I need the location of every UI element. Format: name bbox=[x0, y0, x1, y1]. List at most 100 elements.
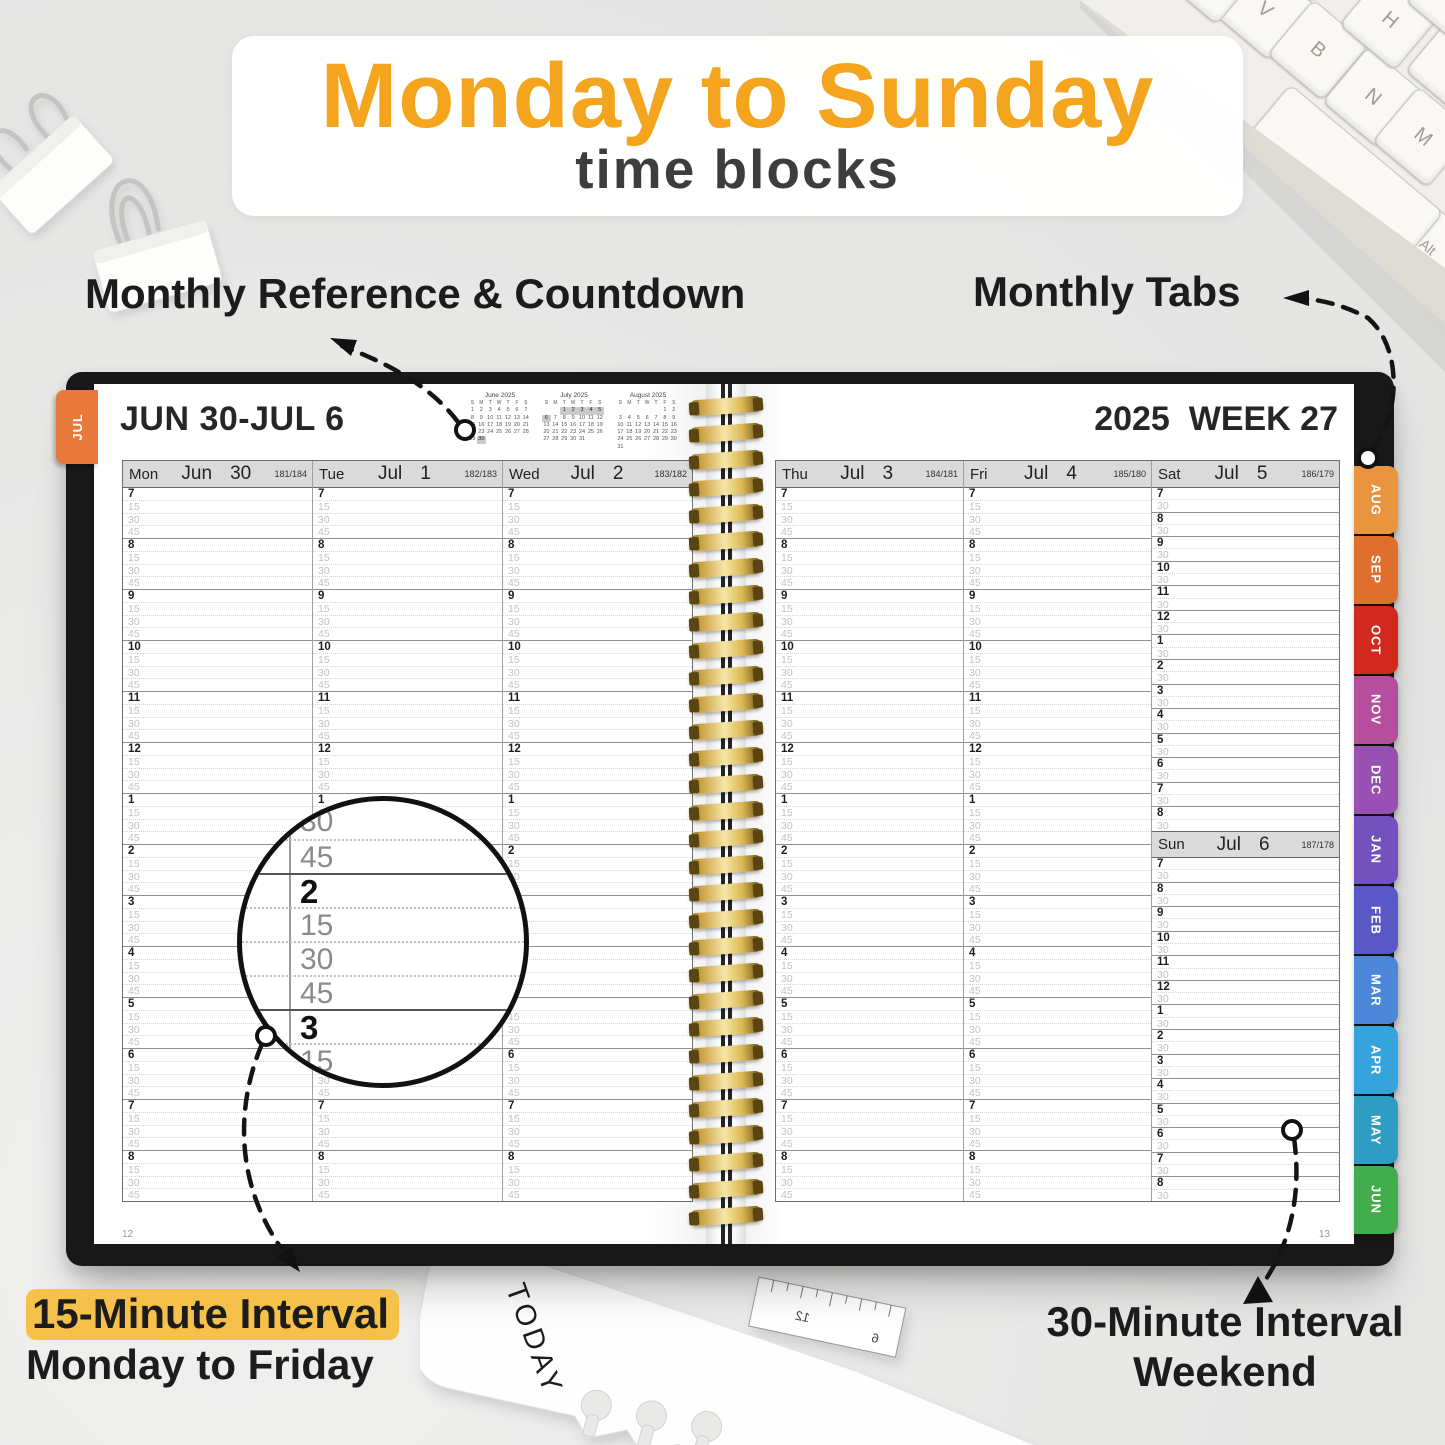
tab-feb[interactable]: FEB bbox=[1354, 886, 1398, 954]
time-slot: 15 bbox=[503, 501, 692, 514]
time-slot: 30 bbox=[964, 616, 1151, 629]
time-slot: 15 bbox=[123, 1062, 312, 1075]
time-slot: 45 bbox=[503, 934, 692, 947]
day-cell: 1 bbox=[663, 407, 667, 414]
day-header-thu: Thu Jul 3 184/181 bbox=[776, 461, 963, 488]
date-label: 5 bbox=[1256, 463, 1268, 484]
dow-cell: T bbox=[562, 400, 566, 406]
time-slot: 30 bbox=[313, 1075, 502, 1088]
day-cell: 1 bbox=[470, 407, 474, 414]
day-cell: 18 bbox=[496, 421, 503, 428]
day-countdown: 185/180 bbox=[1113, 469, 1146, 479]
time-slot: 45 bbox=[776, 1087, 963, 1100]
time-slot: 30 bbox=[503, 1024, 692, 1037]
time-slot: 30 bbox=[1152, 697, 1339, 710]
time-slot: 45 bbox=[313, 1087, 502, 1100]
time-slot: 30 bbox=[313, 514, 502, 527]
dow-cell: S bbox=[544, 400, 549, 406]
day-cell: 23 bbox=[478, 429, 485, 436]
day-cell bbox=[634, 407, 643, 414]
tab-sep[interactable]: SEP bbox=[1354, 536, 1398, 604]
tab-dec[interactable]: DEC bbox=[1354, 746, 1398, 814]
day-cell: 5 bbox=[595, 407, 605, 415]
time-slot: 30 bbox=[503, 616, 692, 629]
time-slot: 15 bbox=[313, 1164, 502, 1177]
week-range-title: JUN 30-JUL 6 bbox=[120, 400, 345, 438]
tab-nov[interactable]: NOV bbox=[1354, 676, 1398, 744]
time-slot: 30 bbox=[1152, 672, 1339, 685]
time-slot: 30 bbox=[1152, 919, 1339, 932]
time-slot: 30 bbox=[123, 820, 312, 833]
time-slot: 45 bbox=[123, 628, 312, 641]
time-slot: 5 bbox=[1152, 734, 1339, 746]
day-cell: 17 bbox=[617, 429, 624, 436]
time-slot: 6 bbox=[123, 1049, 312, 1062]
mini-calendar: June 2025 S M T W T F S 1 2 3 4 5 6 7 8 9 10 11 12 13 14 15 16 1… bbox=[468, 392, 532, 451]
time-slot: 8 bbox=[503, 1151, 692, 1164]
time-slot: 2 bbox=[964, 845, 1151, 858]
time-slot: 45 bbox=[123, 934, 312, 947]
time-slot: 1 bbox=[776, 794, 963, 807]
tab-may[interactable]: MAY bbox=[1354, 1096, 1398, 1164]
tab-apr[interactable]: APR bbox=[1354, 1026, 1398, 1094]
day-cell: 22 bbox=[561, 429, 568, 436]
tab-mar[interactable]: MAR bbox=[1354, 956, 1398, 1024]
day-cell: 19 bbox=[504, 421, 512, 428]
month-label: Jun bbox=[181, 463, 213, 484]
day-cell: 14 bbox=[552, 421, 559, 428]
dow-cell: F bbox=[589, 400, 593, 406]
time-slot: 30 bbox=[313, 769, 502, 782]
time-slot: 30 bbox=[123, 769, 312, 782]
magnifier-circle: 30 45 2 15 30 45 3 15 bbox=[237, 796, 529, 1088]
magnifier-row: 3 bbox=[242, 1009, 524, 1045]
weekday-grid-right: Thu Jul 3 184/181 7 15 30 45 8 15 30 45 9 15 30 45 10 15 3… bbox=[775, 460, 1340, 1202]
day-cell: 4 bbox=[497, 407, 501, 414]
time-slot: 45 bbox=[503, 730, 692, 743]
day-cell: 4 bbox=[586, 407, 596, 415]
day-cell: 26 bbox=[596, 429, 603, 436]
time-slot: 30 bbox=[503, 667, 692, 680]
time-slot: 7 bbox=[964, 488, 1151, 501]
tab-jul[interactable]: JUL bbox=[56, 390, 98, 464]
time-slot: 15 bbox=[503, 858, 692, 871]
time-slot: 45 bbox=[508, 1189, 520, 1201]
time-slot: 30 bbox=[503, 1075, 692, 1088]
svg-text:12: 12 bbox=[794, 1308, 811, 1326]
time-slot: 15 bbox=[776, 603, 963, 616]
day-body-wed: 7 15 30 45 8 15 30 45 9 15 30 45 10 15 30 45 11 15 30 45 12 1… bbox=[503, 488, 692, 1201]
time-slot: 30 bbox=[1152, 746, 1339, 759]
today-bookmark[interactable]: 12 6 TODAY bbox=[420, 1238, 1100, 1445]
time-slot: 6 bbox=[503, 1049, 692, 1062]
time-slot: 10 bbox=[313, 641, 502, 654]
time-slot: 4 bbox=[123, 947, 312, 960]
day-cell: 10 bbox=[487, 414, 494, 421]
date-label: 6 bbox=[1258, 833, 1270, 855]
time-slot: 30 bbox=[776, 1075, 963, 1088]
time-slot: 45 bbox=[123, 577, 312, 590]
time-slot: 5 bbox=[776, 998, 963, 1011]
day-date: Jun 30 bbox=[158, 463, 274, 485]
tab-aug[interactable]: AUG bbox=[1354, 466, 1398, 534]
mini-calendar: August 2025 S M T W T F S 1 2 3 4 5 6 7 8 9 10 11 12 13 14 15 1… bbox=[616, 392, 680, 451]
day-cell: 27 bbox=[543, 436, 550, 443]
time-slot: 45 bbox=[503, 679, 692, 692]
planner-right-page: 2025 WEEK 27 Thu Jul 3 184/181 7 15 30 45 8 15 30 4… bbox=[738, 384, 1354, 1244]
tab-oct[interactable]: OCT bbox=[1354, 606, 1398, 674]
time-slot: 45 bbox=[313, 577, 502, 590]
day-name: Tue bbox=[319, 465, 345, 483]
time-slot: 45 bbox=[964, 883, 1151, 896]
tab-jan[interactable]: JAN bbox=[1354, 816, 1398, 884]
time-slot: 15 bbox=[123, 501, 312, 514]
time-slot: 2 bbox=[1152, 1030, 1339, 1043]
time-slot: 30 bbox=[123, 667, 312, 680]
time-slot: 2 bbox=[503, 845, 692, 858]
mini-calendar-week: 6 7 8 9 10 11 12 bbox=[542, 414, 606, 422]
time-slot: 15 bbox=[503, 960, 692, 973]
time-slot: 8 bbox=[313, 539, 502, 552]
time-slot: 15 bbox=[776, 654, 963, 667]
day-name: Mon bbox=[129, 465, 159, 483]
time-slot: 30 bbox=[123, 973, 312, 986]
tab-jun[interactable]: JUN bbox=[1354, 1166, 1398, 1234]
day-cell: 2 bbox=[568, 407, 578, 415]
time-slot: 30 bbox=[964, 667, 1151, 680]
